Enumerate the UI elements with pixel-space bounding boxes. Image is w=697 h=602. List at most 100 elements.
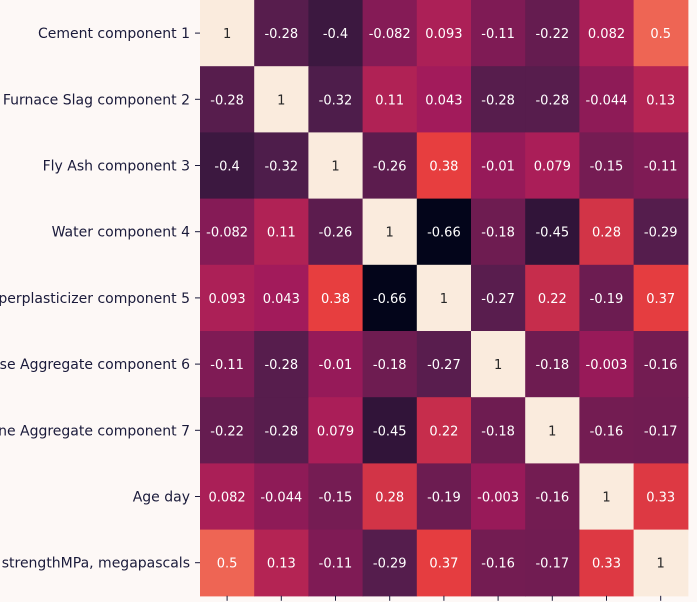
row-label: Fly Ash component 3: [43, 159, 190, 175]
heatmap-cell: [416, 66, 472, 133]
cell-value-label: -0.01: [319, 358, 353, 373]
cell-value-label: 0.093: [208, 292, 245, 307]
cell-value-label: -0.15: [590, 160, 624, 175]
cell-value-label: -0.26: [373, 160, 407, 175]
heatmap-cell: [362, 66, 418, 133]
cell-value-label: 0.22: [538, 292, 567, 307]
cell-value-label: -0.16: [644, 358, 678, 373]
row-label: Coarse Aggregate component 6: [0, 357, 190, 373]
cell-value-label: 0.13: [267, 557, 296, 572]
cell-value-label: -0.082: [206, 226, 248, 241]
cell-value-label: 0.28: [592, 226, 621, 241]
heatmap-cell: [254, 66, 309, 133]
cell-value-label: -0.27: [481, 292, 515, 307]
heatmap-cell: [416, 463, 472, 531]
heatmap-cell: [254, 198, 309, 266]
heatmap-cell: [362, 264, 418, 332]
cell-value-label: 0.082: [588, 27, 625, 42]
cell-value-label: -0.18: [535, 358, 569, 373]
heatmap-cell: [579, 331, 635, 398]
heatmap-cell: [633, 132, 689, 200]
heatmap-cell: [308, 331, 364, 398]
cell-value-label: -0.29: [644, 226, 678, 241]
heatmap-cell: [633, 0, 689, 67]
heatmap-cell: [416, 132, 472, 200]
cell-value-label: -0.22: [210, 424, 244, 439]
cell-value-label: -0.18: [481, 226, 515, 241]
cell-value-label: -0.082: [369, 27, 411, 42]
heatmap-cell: [525, 132, 580, 200]
heatmap-cell: [633, 198, 689, 266]
cell-value-label: -0.18: [373, 358, 407, 373]
cell-value-label: -0.11: [481, 27, 515, 42]
cell-value-label: -0.11: [210, 358, 244, 373]
heatmap-cell: [200, 198, 255, 266]
cell-value-label: -0.66: [427, 226, 461, 241]
cell-value-label: -0.19: [590, 292, 624, 307]
cell-value-label: 0.11: [375, 93, 404, 108]
heatmap-cell: [416, 0, 472, 67]
cell-value-label: 1: [602, 491, 610, 506]
cell-value-label: -0.32: [264, 160, 298, 175]
heatmap-cell: [200, 66, 255, 133]
cell-value-label: 0.37: [646, 292, 675, 307]
heatmap-cell: [416, 397, 472, 464]
cell-value-label: -0.044: [586, 93, 628, 108]
cell-value-label: 0.5: [650, 27, 671, 42]
cell-value-label: -0.22: [535, 27, 569, 42]
heatmap-cell: [416, 529, 472, 597]
heatmap-cell: [200, 397, 255, 464]
cell-value-label: 1: [277, 93, 285, 108]
row-label: Blast Furnace Slag component 2: [0, 92, 190, 108]
heatmap-cell: [579, 132, 635, 200]
cell-value-label: -0.45: [535, 226, 569, 241]
heatmap-cell: [200, 529, 255, 597]
cell-value-label: 0.043: [263, 292, 300, 307]
heatmap-cell: [579, 397, 635, 464]
heatmap-cell: [362, 132, 418, 200]
cell-value-label: -0.17: [644, 424, 678, 439]
heatmap-cell: [579, 529, 635, 597]
cell-value-label: -0.4: [214, 160, 239, 175]
heatmap-cell: [471, 463, 526, 531]
cell-value-label: 0.22: [429, 424, 458, 439]
heatmap-cell: [254, 132, 309, 200]
row-label: Age day: [133, 490, 190, 506]
heatmap-cell: [200, 132, 255, 200]
heatmap-cell: [362, 331, 418, 398]
heatmap-cell: [200, 463, 255, 531]
heatmap-cell: [579, 264, 635, 332]
heatmap-cell: [471, 132, 526, 200]
cell-value-label: -0.28: [210, 93, 244, 108]
cell-value-label: 0.093: [425, 27, 462, 42]
heatmap-cell: [362, 0, 418, 67]
heatmap-cell: [525, 397, 580, 464]
heatmap-cell: [471, 0, 526, 67]
heatmap-cell: [525, 0, 580, 67]
cell-value-label: -0.28: [535, 93, 569, 108]
heatmap-cell: [200, 264, 255, 332]
heatmap-cell: [254, 529, 309, 597]
cell-value-label: -0.003: [477, 491, 519, 506]
cell-value-label: 0.5: [217, 557, 238, 572]
row-label: Cement component 1: [38, 26, 190, 42]
heatmap-cell: [633, 331, 689, 398]
row-label: Water component 4: [52, 225, 190, 241]
cell-value-label: -0.16: [481, 557, 515, 572]
heatmap-cell: [579, 66, 635, 133]
cell-value-label: -0.044: [260, 491, 302, 506]
cell-value-label: -0.28: [264, 424, 298, 439]
heatmap-cell: [308, 529, 364, 597]
heatmap-cell: [308, 132, 364, 200]
heatmap-cell: [254, 463, 309, 531]
cell-value-label: -0.29: [373, 557, 407, 572]
cell-value-label: 0.082: [208, 491, 245, 506]
cell-value-label: -0.19: [427, 491, 461, 506]
cell-value-label: -0.32: [319, 93, 353, 108]
heatmap-cell: [471, 198, 526, 266]
heatmap-cell: [525, 66, 580, 133]
cell-value-label: 1: [440, 292, 448, 307]
cell-value-label: -0.16: [590, 424, 624, 439]
cell-value-label: 1: [548, 424, 556, 439]
heatmap-cell: [471, 397, 526, 464]
